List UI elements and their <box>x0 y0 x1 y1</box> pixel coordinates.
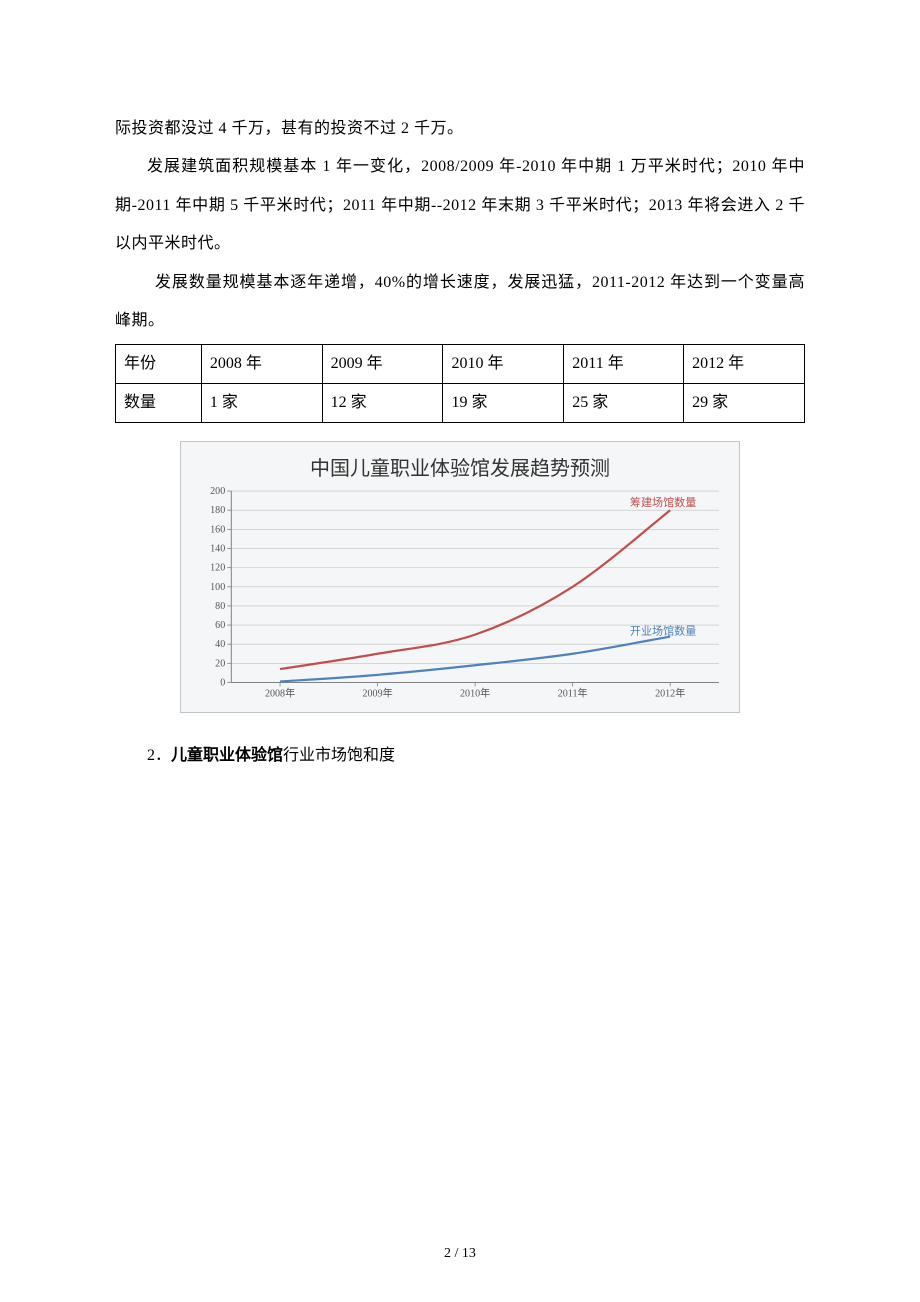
svg-text:40: 40 <box>215 639 225 650</box>
table-cell: 29 家 <box>684 383 805 422</box>
table-header-cell: 2012 年 <box>684 345 805 384</box>
svg-text:2010年: 2010年 <box>460 686 490 699</box>
svg-text:2012年: 2012年 <box>655 686 685 699</box>
paragraph-1: 际投资都没过 4 千万，甚有的投资不过 2 千万。 <box>115 110 805 148</box>
page-footer: 2 / 13 <box>0 1246 920 1262</box>
year-count-table: 年份2008 年2009 年2010 年2011 年2012 年数量1 家12 … <box>115 344 805 422</box>
svg-text:200: 200 <box>210 486 225 497</box>
svg-text:2009年: 2009年 <box>362 686 392 699</box>
table-cell: 数量 <box>116 383 202 422</box>
svg-text:60: 60 <box>215 620 225 631</box>
table-cell: 1 家 <box>201 383 322 422</box>
table-cell: 25 家 <box>564 383 684 422</box>
heading-rest: 行业市场饱和度 <box>283 747 395 764</box>
table-cell: 19 家 <box>443 383 564 422</box>
chart-plot-area: 0 20 40 60 80 100 120 140 160 180 200 2008年 2009年 201… <box>193 483 727 705</box>
table-header-cell: 2010 年 <box>443 345 564 384</box>
paragraph-2: 发展建筑面积规模基本 1 年一变化，2008/2009 年-2010 年中期 1… <box>115 148 805 263</box>
svg-text:20: 20 <box>215 658 225 669</box>
paragraph-3: 发展数量规模基本逐年递增，40%的增长速度，发展迅猛，2011-2012 年达到… <box>115 264 805 341</box>
table-header-cell: 2011 年 <box>564 345 684 384</box>
svg-text:180: 180 <box>210 505 225 516</box>
svg-text:开业场馆数量: 开业场馆数量 <box>630 623 696 637</box>
svg-text:120: 120 <box>210 562 225 573</box>
heading-prefix: 2． <box>147 747 171 764</box>
svg-text:2008年: 2008年 <box>265 686 295 699</box>
trend-chart: 中国儿童职业体验馆发展趋势预测 0 20 40 60 80 100 120 140 160 180… <box>180 441 740 714</box>
svg-text:160: 160 <box>210 524 225 535</box>
heading-bold: 儿童职业体验馆 <box>171 747 283 764</box>
svg-text:80: 80 <box>215 600 225 611</box>
svg-text:100: 100 <box>210 581 225 592</box>
svg-text:140: 140 <box>210 543 225 554</box>
svg-text:0: 0 <box>220 677 225 688</box>
svg-text:2011年: 2011年 <box>558 686 588 699</box>
section-heading-2: 2．儿童职业体验馆行业市场饱和度 <box>115 737 805 775</box>
chart-title: 中国儿童职业体验馆发展趋势预测 <box>193 452 727 481</box>
table-header-cell: 2008 年 <box>201 345 322 384</box>
table-header-cell: 年份 <box>116 345 202 384</box>
svg-text:筹建场馆数量: 筹建场馆数量 <box>630 495 696 509</box>
table-cell: 12 家 <box>322 383 443 422</box>
table-header-cell: 2009 年 <box>322 345 443 384</box>
